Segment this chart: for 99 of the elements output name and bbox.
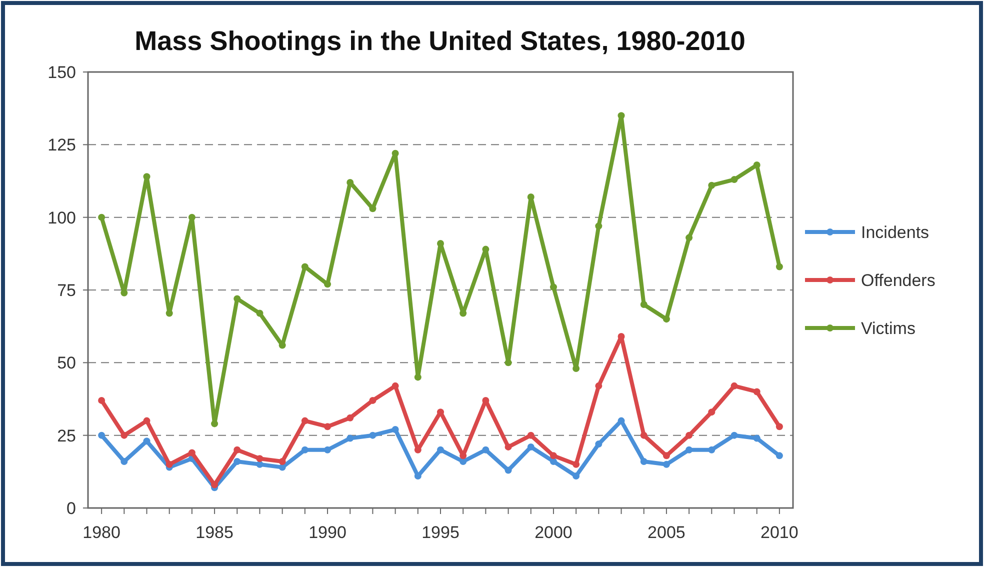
point	[460, 310, 467, 317]
point	[324, 446, 332, 454]
point	[166, 310, 173, 317]
chart-title: Mass Shootings in the United States, 1980-2010	[134, 26, 746, 56]
point	[753, 434, 760, 442]
point	[324, 423, 332, 430]
point	[301, 417, 308, 424]
point	[686, 234, 693, 242]
point	[143, 173, 150, 180]
point	[776, 452, 783, 460]
x-tick-label: 1990	[308, 523, 346, 542]
point	[120, 289, 128, 296]
point	[369, 205, 376, 212]
y-tick-label: 75	[57, 280, 76, 300]
point	[256, 310, 264, 317]
x-tick-label: 2000	[534, 523, 572, 542]
x-tick-label: 2010	[760, 523, 798, 542]
point	[346, 414, 354, 422]
point	[278, 342, 286, 349]
point	[527, 432, 534, 439]
x-tick-label: 1980	[82, 523, 120, 542]
point	[730, 382, 738, 390]
point	[346, 178, 354, 186]
point	[392, 382, 399, 390]
point	[686, 446, 693, 454]
point	[527, 193, 534, 200]
point	[640, 432, 648, 439]
y-tick-label: 125	[48, 136, 76, 155]
point	[301, 263, 308, 270]
point	[211, 481, 218, 488]
point	[188, 449, 196, 456]
point	[460, 458, 467, 465]
point	[98, 214, 106, 221]
point	[550, 284, 557, 291]
y-tick-label: 25	[57, 426, 76, 446]
point	[256, 460, 264, 468]
point	[572, 472, 580, 480]
point	[392, 426, 399, 434]
point	[504, 466, 512, 474]
legend-label: Offenders	[861, 270, 936, 290]
point	[143, 438, 150, 445]
x-tick-label: 2005	[648, 523, 686, 542]
point	[753, 388, 760, 396]
point	[662, 460, 670, 468]
point	[662, 452, 670, 460]
point	[504, 359, 512, 366]
point	[482, 246, 490, 253]
point	[527, 443, 534, 450]
point	[98, 396, 106, 404]
point	[234, 458, 241, 465]
point	[120, 458, 128, 465]
x-tick-label: 1985	[196, 523, 234, 542]
point	[550, 452, 557, 460]
point	[708, 408, 716, 416]
point	[730, 432, 738, 439]
point	[143, 417, 150, 424]
point	[346, 434, 354, 442]
y-tick-label: 50	[57, 354, 76, 373]
point	[662, 316, 670, 323]
point	[776, 423, 783, 430]
point	[166, 460, 173, 468]
legend-label: Victims	[861, 318, 916, 338]
point	[618, 417, 625, 424]
point	[776, 263, 783, 270]
point	[550, 458, 557, 465]
point	[640, 458, 648, 465]
point	[324, 280, 332, 288]
point	[686, 432, 693, 439]
point	[730, 176, 738, 184]
y-tick-label: 100	[48, 208, 76, 228]
point	[504, 443, 512, 450]
point	[572, 460, 580, 468]
point	[437, 240, 444, 247]
point	[120, 432, 128, 439]
point	[188, 214, 196, 221]
point	[708, 446, 716, 454]
point	[256, 455, 264, 462]
point	[414, 374, 422, 381]
x-tick-label: 1995	[422, 523, 460, 542]
point	[595, 382, 602, 390]
y-tick-label: 0	[66, 498, 76, 518]
point	[437, 446, 444, 454]
point	[640, 301, 648, 308]
legend-label: Incidents	[861, 222, 930, 242]
point	[369, 396, 376, 404]
point	[369, 432, 376, 439]
point	[708, 182, 716, 189]
point	[234, 446, 241, 454]
point	[278, 458, 286, 465]
point	[301, 446, 308, 454]
point	[234, 295, 241, 302]
point	[595, 440, 602, 448]
point	[98, 432, 106, 439]
point	[482, 446, 490, 454]
y-tick-label: 150	[48, 62, 76, 82]
point	[618, 112, 625, 120]
point	[211, 420, 218, 428]
point	[392, 150, 399, 157]
point	[595, 222, 602, 230]
